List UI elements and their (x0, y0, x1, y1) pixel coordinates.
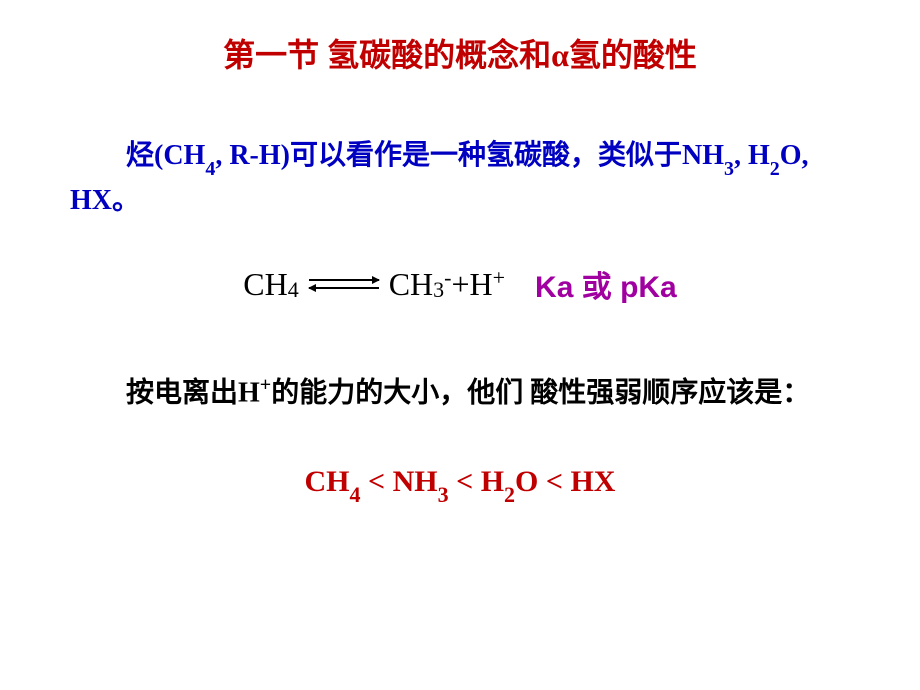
p1-sub1: 4 (205, 158, 215, 180)
p2-prefix: 按电离出H (126, 377, 260, 408)
slide-title: 第一节 氢碳酸的概念和α氢的酸性 (0, 30, 920, 76)
order-s2: 3 (438, 482, 449, 507)
eq-rhs1: CH (389, 266, 433, 303)
p1-mid1: , R-H)可以看作是一种氢碳酸，类似于NH (215, 140, 724, 171)
equilibrium-equation: CH4 CH3- + H+ (243, 266, 505, 303)
p2-sup: + (260, 374, 271, 396)
p1-mid2: , H (734, 140, 770, 171)
paragraph-2: 按电离出H+的能力的大小，他们 酸性强弱顺序应该是： (70, 370, 850, 414)
eq-rhs1-sup: - (444, 265, 451, 291)
acidity-order: CH4 < NH3 < H2O < HX (0, 465, 920, 504)
equilibrium-arrows-icon (309, 269, 379, 299)
order-t1: CH (305, 465, 350, 498)
order-s1: 4 (350, 482, 361, 507)
eq-rhs1-sub: 3 (433, 277, 444, 303)
order-s3: 2 (504, 482, 515, 507)
reverse-arrow (309, 287, 379, 289)
eq-lhs-sub: 4 (288, 277, 299, 303)
p1-sub3: 2 (770, 158, 780, 180)
order-lt3: O < HX (515, 465, 615, 498)
eq-lhs: CH (243, 266, 287, 303)
eq-rhs2-sup: + (493, 265, 505, 291)
p1-sub2: 3 (724, 158, 734, 180)
order-lt2: < H (449, 465, 504, 498)
order-lt1: < NH (361, 465, 438, 498)
p2-rest: 的能力的大小，他们 酸性强弱顺序应该是： (271, 377, 810, 408)
p1-prefix: 烃(CH (126, 140, 205, 171)
eq-rhs2: H (470, 266, 493, 303)
paragraph-1: 烃(CH4, R-H)可以看作是一种氢碳酸，类似于NH3, H2O, HX。 (70, 135, 850, 222)
equation-row: CH4 CH3- + H+ Ka 或 pKa (0, 262, 920, 306)
ka-label: Ka 或 pKa (535, 262, 677, 306)
forward-arrow (309, 279, 379, 281)
eq-plus: + (451, 266, 469, 303)
